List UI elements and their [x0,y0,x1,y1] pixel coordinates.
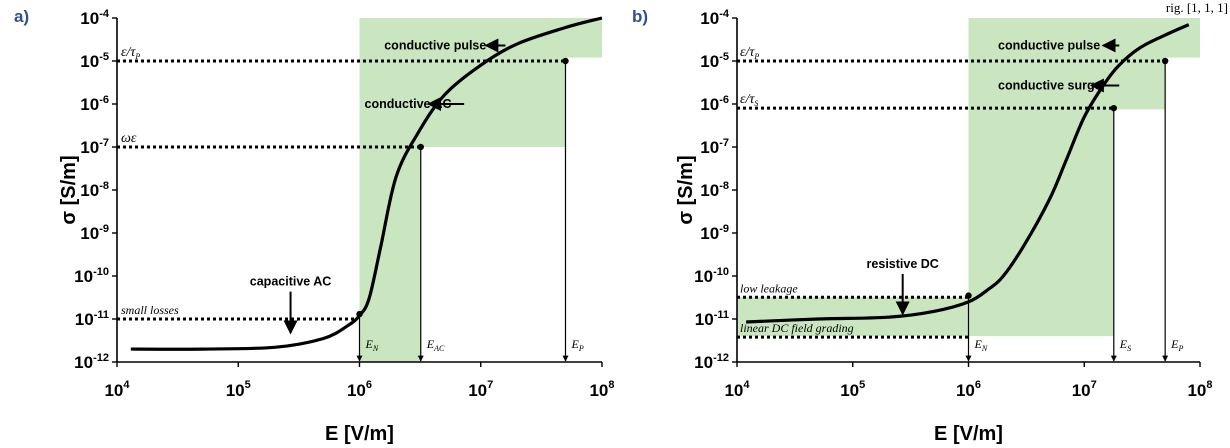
y-tick-label: 10-7 [80,137,109,157]
x-tick-label: 104 [104,379,130,400]
panel-b: 10-4 10-5 10-6 10-7 10-8 10-9 10-10 10-11 10-12 1… [632,7,1213,445]
y-tick-label: 10-10 [694,266,729,286]
panel-a: 10-4 10-5 10-6 10-7 10-8 10-9 10-10 10-11 10-12 1… [14,7,615,445]
x-tick-label: 106 [956,379,981,400]
field-marker-label: EN [365,337,379,353]
x-tick-label: 104 [724,379,750,400]
y-axis-label: σ [S/m] [58,155,80,224]
conductivity-curve [746,23,1190,324]
level-label: ε/τP [121,45,140,61]
y-tick-label: 10-7 [700,137,729,157]
y-tick-label: 10-6 [80,94,109,114]
y-tick-label: 10-11 [75,309,109,329]
y-tick-label: 10-5 [700,51,729,71]
annotation-label: capacitive AC [250,275,332,289]
y-tick-label: 10-9 [700,223,729,243]
x-tick-label: 108 [1187,379,1212,400]
y-tick-label: 10-11 [695,309,729,329]
shaded-region [968,18,1200,337]
y-tick-label: 10-8 [80,180,109,200]
level-label: small losses [121,303,179,317]
shaded-region [359,18,602,362]
field-marker-label: ES [1119,337,1131,353]
annotation-label: conductive pulse [384,38,486,52]
annotation-label: conductive surge [998,78,1102,92]
x-tick-label: 107 [468,379,493,400]
y-tick-label: 10-9 [80,223,109,243]
field-marker-label: EAC [426,337,445,353]
x-tick-label: 105 [226,379,251,400]
y-tick-label: 10-4 [80,8,110,28]
y-tick-label: 10-12 [74,352,109,372]
y-tick-label: 10-4 [700,8,730,28]
annotation-label: resistive DC [867,257,939,271]
field-marker-dot [1161,57,1169,65]
field-marker-dot [1110,104,1117,112]
level-label: ε/τS [740,92,758,108]
y-tick-label: 10-5 [80,51,109,71]
panel-letter: a) [14,7,29,26]
top-note: rig. [1, 1, 1] [1166,0,1228,15]
level-label: low leakage [740,281,798,295]
conductivity-curve [130,16,603,351]
field-marker-label: EP [1170,337,1183,353]
x-tick-label: 108 [589,379,614,400]
level-label: ε/τP [740,45,759,61]
field-marker-label: EN [974,337,988,353]
y-tick-label: 10-6 [700,94,729,114]
y-axis-label: σ [S/m] [675,155,697,224]
shaded-region [737,297,969,337]
x-tick-label: 106 [347,379,372,400]
level-label: ωε [121,131,137,146]
y-tick-label: 10-8 [700,180,729,200]
field-marker-label: EP [571,337,584,353]
annotation-label: conductive pulse [998,38,1100,52]
field-marker-dot [965,292,972,299]
y-tick-label: 10-12 [694,352,729,372]
x-tick-label: 105 [840,379,865,400]
panel-letter: b) [632,7,648,26]
x-tick-label: 107 [1072,379,1097,400]
field-marker-dot [417,143,424,151]
y-tick-label: 10-10 [74,266,109,286]
x-axis-label: E [V/m] [325,423,394,445]
x-axis-label: E [V/m] [934,423,1003,445]
field-marker-dot [562,57,569,65]
level-label: linear DC field grading [740,321,854,335]
